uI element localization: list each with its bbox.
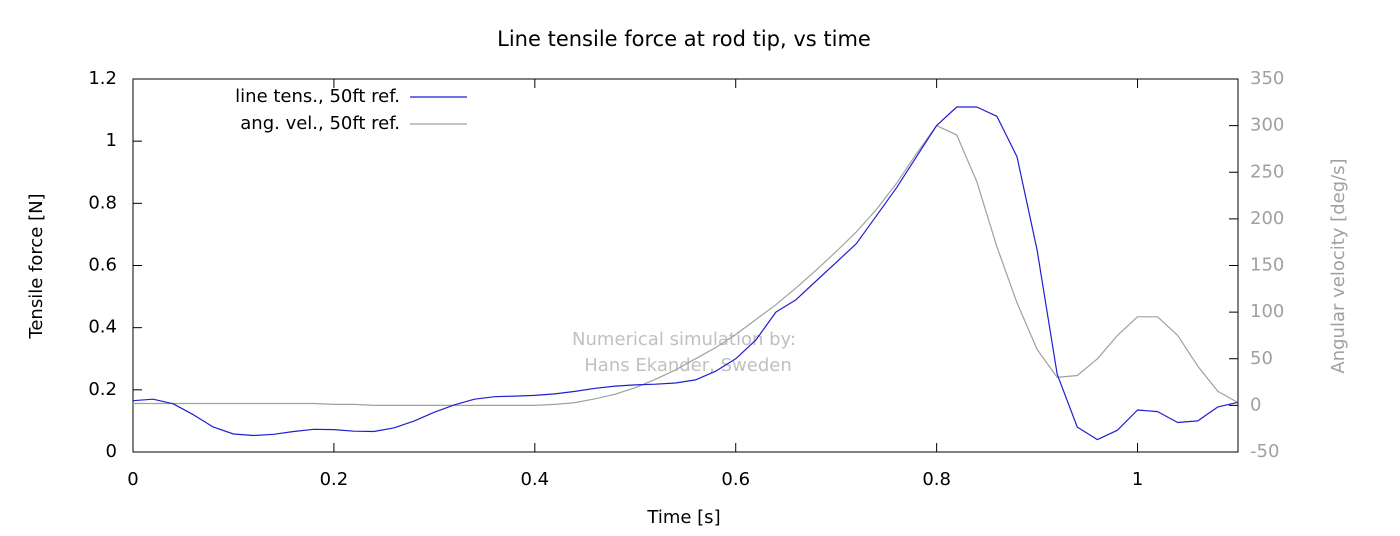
y2-tick-label: -50 (1250, 441, 1279, 462)
y-tick-label: 1.2 (88, 68, 117, 89)
y-tick-label: 0.8 (88, 192, 117, 213)
y2-tick-label: 150 (1250, 255, 1284, 276)
y-tick-label: 0.2 (88, 379, 117, 400)
x-tick-label: 0.2 (320, 469, 349, 490)
y2-tick-label: 100 (1250, 301, 1284, 322)
x-tick-label: 0.6 (721, 469, 750, 490)
y-tick-label: 1 (106, 130, 117, 151)
legend-label: line tens., 50ft ref. (235, 86, 400, 107)
legend-label: ang. vel., 50ft ref. (240, 113, 400, 134)
y-tick-label: 0 (106, 441, 117, 462)
y2-tick-label: 300 (1250, 115, 1284, 136)
y2-tick-label: 0 (1250, 394, 1261, 415)
x-tick-label: 1 (1132, 469, 1143, 490)
y-tick-label: 0.6 (88, 255, 117, 276)
x-axis-label: Time [s] (646, 507, 720, 528)
x-tick-label: 0.4 (520, 469, 549, 490)
annotation: Numerical simulation by: (572, 329, 796, 350)
y2-axis-label: Angular velocity [deg/s] (1328, 158, 1349, 373)
x-tick-label: 0.8 (922, 469, 951, 490)
y-axis-label: Tensile force [N] (26, 193, 47, 339)
annotation: Hans Ekander, Sweden (584, 355, 791, 376)
plot-frame (132, 78, 1239, 453)
series-line (132, 106, 1239, 441)
y2-tick-label: 250 (1250, 161, 1284, 182)
y-tick-label: 0.4 (88, 317, 117, 338)
series-line (133, 124, 1239, 406)
y2-tick-label: 50 (1250, 348, 1273, 369)
y2-tick-label: 350 (1250, 68, 1284, 89)
chart-title: Line tensile force at rod tip, vs time (497, 27, 871, 51)
x-tick-label: 0 (127, 469, 138, 490)
y2-tick-label: 200 (1250, 208, 1284, 229)
